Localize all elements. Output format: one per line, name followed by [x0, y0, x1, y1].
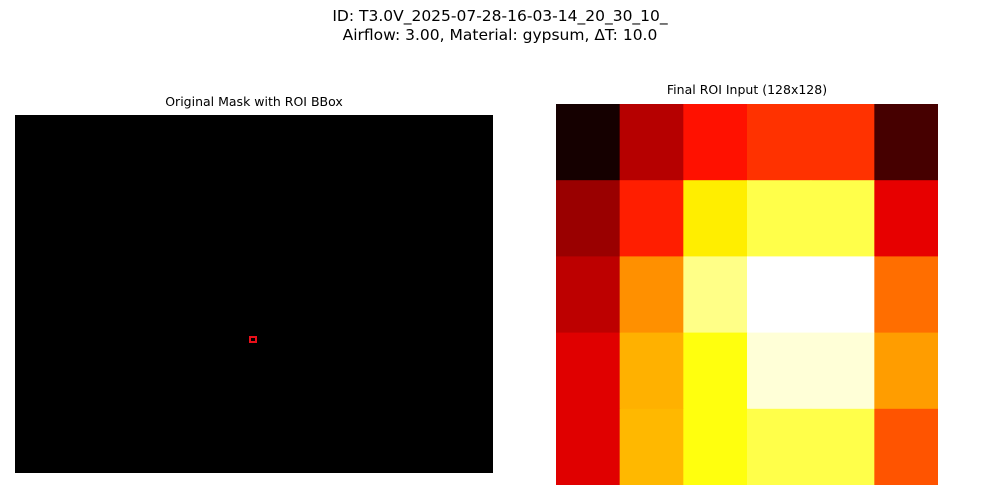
heatmap-cell-r4-c4 — [810, 408, 875, 485]
heatmap-cell-r4-c2 — [683, 408, 748, 485]
roi-bounding-box — [249, 335, 257, 344]
heatmap-cell-r1-c0 — [556, 180, 621, 257]
heatmap-cell-r0-c5 — [874, 104, 938, 181]
heatmap-cell-r4-c1 — [619, 408, 684, 485]
heatmap-cell-r2-c3 — [747, 256, 812, 334]
heatmap-cell-r1-c1 — [619, 180, 684, 257]
heatmap-cell-r4-c3 — [747, 408, 812, 485]
heatmap-cell-r2-c4 — [810, 256, 875, 334]
heatmap-cell-r3-c4 — [810, 332, 875, 410]
right-axis-title: Final ROI Input (128x128) — [666, 82, 828, 97]
heatmap-cell-r0-c4 — [810, 104, 875, 181]
figure-title-line-2: Airflow: 3.00, Material: gypsum, ΔT: 10.… — [342, 26, 658, 44]
heatmap-cell-r2-c0 — [556, 256, 621, 334]
heatmap-cell-r2-c5 — [874, 256, 938, 334]
heatmap-cell-r3-c1 — [619, 332, 684, 410]
heatmap-cell-r2-c2 — [683, 256, 748, 334]
heatmap-cell-r1-c3 — [747, 180, 812, 257]
figure-title-line-1: ID: T3.0V_2025-07-28-16-03-14_20_30_10_ — [332, 7, 668, 25]
heatmap-cell-r0-c2 — [683, 104, 748, 181]
heatmap-cell-r1-c5 — [874, 180, 938, 257]
heatmap-cell-r3-c0 — [556, 332, 621, 410]
heatmap-cell-r3-c3 — [747, 332, 812, 410]
left-axis-title: Original Mask with ROI BBox — [165, 94, 343, 109]
heatmap-cell-r0-c0 — [556, 104, 621, 181]
heatmap-cell-r1-c2 — [683, 180, 748, 257]
heatmap-cell-r4-c5 — [874, 408, 938, 485]
heatmap-cell-r1-c4 — [810, 180, 875, 257]
heatmap-cell-r0-c3 — [747, 104, 812, 181]
heatmap-cell-r2-c1 — [619, 256, 684, 334]
heatmap-cell-r3-c5 — [874, 332, 938, 410]
heatmap-cell-r4-c0 — [556, 408, 621, 485]
original-mask-image — [15, 115, 493, 473]
heatmap-cell-r3-c2 — [683, 332, 748, 410]
final-roi-heatmap — [556, 104, 938, 485]
heatmap-cell-r0-c1 — [619, 104, 684, 181]
figure-title: ID: T3.0V_2025-07-28-16-03-14_20_30_10_ … — [0, 7, 1000, 45]
